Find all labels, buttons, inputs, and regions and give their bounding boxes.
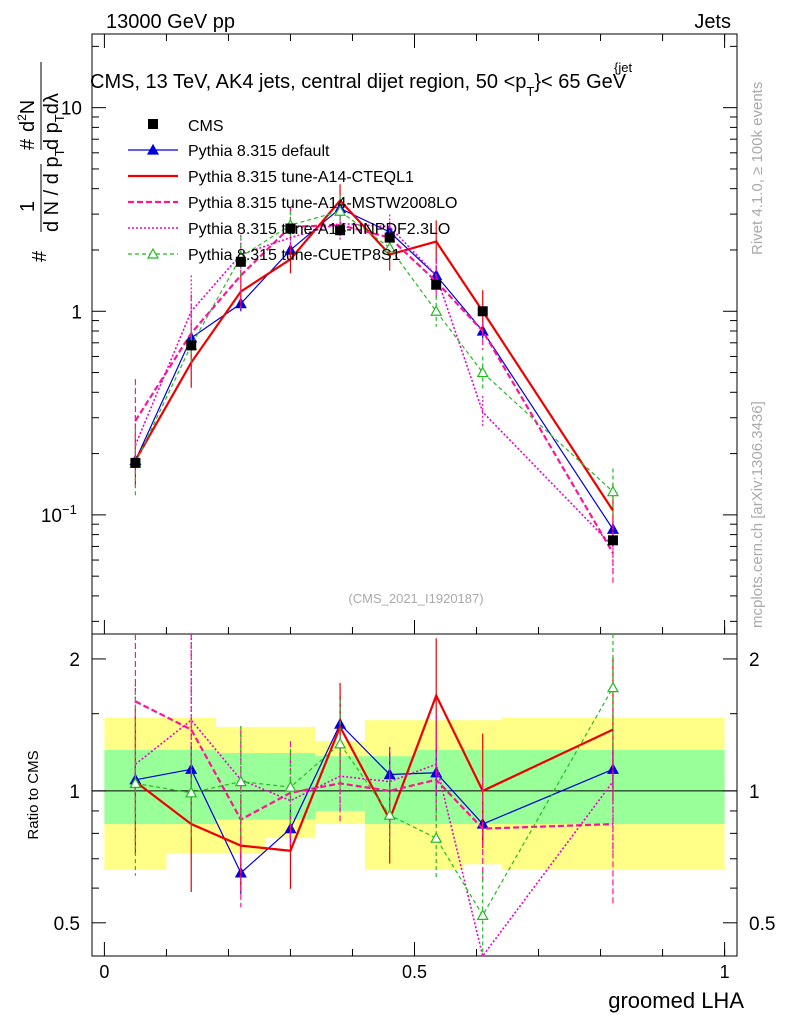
cms-data-point <box>384 232 395 243</box>
ylabel-num2: d <box>17 121 39 132</box>
series-marker <box>334 737 347 749</box>
cms-data-point <box>285 223 296 234</box>
ratio-tick-label-right: 0.5 <box>749 914 775 935</box>
svg-text:d N / d pT: d N / d pT <box>41 148 67 232</box>
series-4-ratio-line <box>135 687 614 917</box>
ylabel-num2-sup: 2 <box>15 114 29 121</box>
analysis-tag: (CMS_2021_I1920187) <box>348 591 483 606</box>
ratio-tick-label-left: 0.5 <box>54 914 80 935</box>
legend-cms-marker <box>148 119 158 129</box>
ratio-tick-label-right: 2 <box>749 650 760 671</box>
ratio-tick-label-right: 1 <box>749 782 760 803</box>
legend: CMS Pythia 8.315 default Pythia 8.315 tune… <box>128 118 457 264</box>
title-sub: T <box>526 84 534 99</box>
header-left: 13000 GeV pp <box>106 11 235 33</box>
series-marker <box>430 831 443 843</box>
x-tick-label: 0 <box>99 962 109 982</box>
series-marker <box>334 204 347 216</box>
series-marker <box>383 241 396 253</box>
series-marker <box>430 305 443 316</box>
legend-label-series-0: Pythia 8.315 default <box>188 143 330 160</box>
cms-data-point <box>607 535 618 546</box>
svg-text:d2N: d2N <box>15 100 39 132</box>
x-axis-label: groomed LHA <box>608 988 744 1013</box>
legend-label-series-4: Pythia 8.315 tune-CUETP8S1 <box>188 247 401 264</box>
ylabel-num2-tail: N <box>17 100 39 114</box>
ylabel-den: d N / d p <box>41 156 63 232</box>
cms-data-point <box>477 306 488 317</box>
ylabel-hash2: # <box>17 138 39 150</box>
cms-data-point <box>431 279 442 290</box>
series-4-main-line <box>134 210 614 493</box>
ylabel-den2-tail: dλ <box>41 93 63 114</box>
ratio-y-label: Ratio to CMS <box>25 750 42 839</box>
series-marker <box>606 485 619 497</box>
y-tick-label: 10 <box>41 506 62 527</box>
plot-title: CMS, 13 TeV, AK4 jets, central dijet reg… <box>90 60 632 99</box>
ratio-tick-label-left: 1 <box>69 782 80 803</box>
series-marker <box>129 777 142 789</box>
svg-text:d pTdλ: d pTdλ <box>41 93 67 150</box>
series-marker <box>284 780 297 792</box>
series-marker <box>476 366 489 378</box>
ylabel-den-sub: T <box>52 148 67 156</box>
series-marker <box>146 247 160 259</box>
series-3-main-line <box>134 222 614 547</box>
cms-data-point <box>235 256 246 267</box>
x-tick-label: 1 <box>720 962 730 982</box>
header-right: Jets <box>694 11 731 33</box>
title-sup: {jet <box>614 60 632 75</box>
cms-data-point <box>335 225 346 236</box>
series-2-main-line <box>134 223 614 554</box>
series-marker <box>476 909 489 920</box>
legend-label-series-3: Pythia 8.315 tune-A14-NNPDF2.3LO <box>188 221 450 238</box>
legend-cms-label: CMS <box>188 118 224 135</box>
cms-data-point <box>186 340 197 351</box>
series-marker <box>185 786 198 798</box>
series-3-ratio-line <box>134 719 614 958</box>
ratio-tick-label-left: 2 <box>69 650 80 671</box>
y-tick-exponent: −1 <box>62 502 77 517</box>
ylabel-hash1: # <box>29 250 51 262</box>
series-marker <box>146 143 160 155</box>
legend-label-series-2: Pythia 8.315 tune-A14-MSTW2008LO <box>188 195 457 212</box>
svg-text:CMS, 13 TeV, AK4 jets, central: CMS, 13 TeV, AK4 jets, central dijet reg… <box>90 71 627 99</box>
series-marker <box>383 808 396 820</box>
stat-uncertainty-band <box>414 749 465 825</box>
side-text-top: Rivet 4.1.0, ≥ 100k events <box>749 82 766 255</box>
ylabel-den2: d p <box>41 122 63 150</box>
title-main: CMS, 13 TeV, AK4 jets, central dijet reg… <box>90 71 526 93</box>
series-marker <box>606 681 619 693</box>
legend-label-series-1: Pythia 8.315 tune-A14-CTEQL1 <box>188 169 414 186</box>
series-marker <box>234 775 247 787</box>
y-tick-label: 10 <box>61 99 82 120</box>
ylabel-den2-sub: T <box>52 114 67 122</box>
title-tail: }< 65 GeV <box>534 71 626 93</box>
side-text-bottom: mcplots.cern.ch [arXiv:1306.3436] <box>749 401 766 628</box>
y-tick-label: 1 <box>71 302 82 323</box>
ylabel-num: 1 <box>17 201 39 212</box>
y-axis-label: # 1 d N / d pT # d2N d pTdλ <box>15 62 67 262</box>
x-tick-label: 0.5 <box>402 962 427 982</box>
cms-data-point <box>130 457 141 468</box>
